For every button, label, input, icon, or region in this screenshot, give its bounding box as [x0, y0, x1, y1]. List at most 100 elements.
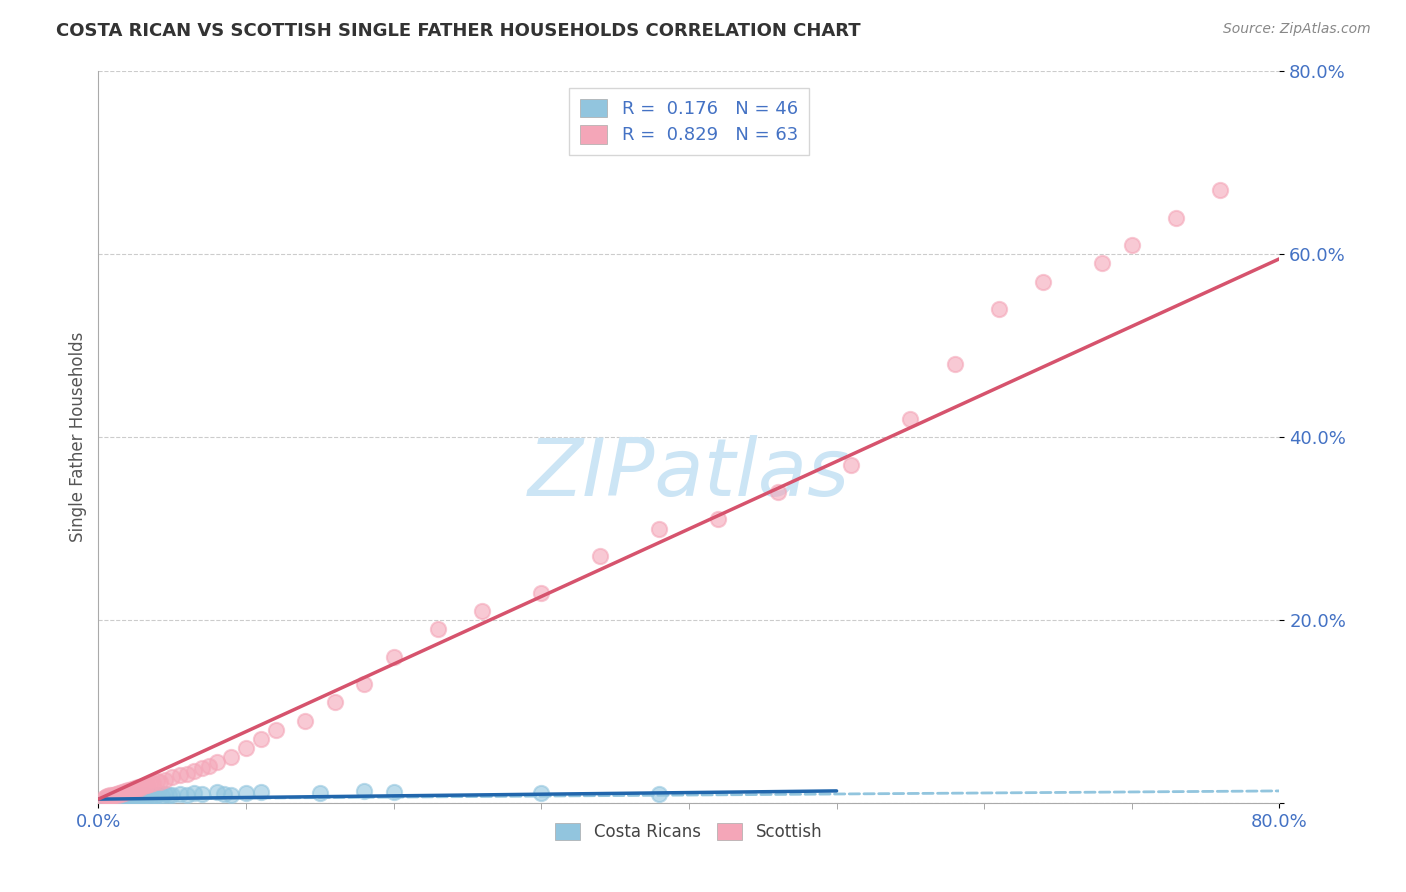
Point: [153, 772, 176, 787]
Point: [162, 789, 183, 803]
Point: [198, 759, 221, 773]
Point: [104, 791, 127, 805]
Point: [648, 787, 671, 801]
Point: [530, 786, 553, 800]
Point: [110, 787, 132, 801]
Point: [139, 790, 162, 805]
Point: [1166, 211, 1188, 225]
Point: [100, 791, 122, 805]
Point: [117, 789, 139, 804]
Point: [110, 790, 132, 805]
Point: [183, 786, 205, 800]
Point: [1209, 183, 1232, 197]
Point: [382, 785, 405, 799]
Text: Source: ZipAtlas.com: Source: ZipAtlas.com: [1223, 22, 1371, 37]
Point: [707, 512, 730, 526]
Point: [107, 790, 129, 805]
Point: [323, 695, 346, 709]
Point: [134, 789, 156, 803]
Point: [125, 782, 148, 797]
Point: [127, 780, 149, 795]
Point: [124, 781, 146, 796]
Point: [112, 789, 135, 804]
Point: [125, 790, 148, 805]
Point: [212, 787, 235, 801]
Point: [103, 790, 125, 805]
Point: [648, 521, 671, 535]
Point: [142, 775, 165, 789]
Legend: Costa Ricans, Scottish: Costa Ricans, Scottish: [547, 814, 831, 849]
Point: [114, 784, 136, 798]
Point: [121, 782, 143, 797]
Point: [143, 789, 166, 804]
Point: [169, 787, 191, 801]
Point: [97, 790, 120, 805]
Point: [98, 789, 121, 803]
Point: [427, 622, 450, 636]
Point: [157, 788, 180, 802]
Point: [128, 781, 150, 796]
Point: [250, 785, 273, 799]
Point: [183, 764, 205, 778]
Point: [530, 585, 553, 599]
Point: [105, 789, 128, 804]
Point: [353, 677, 375, 691]
Point: [943, 357, 966, 371]
Point: [221, 788, 243, 802]
Point: [108, 786, 131, 800]
Point: [115, 785, 138, 799]
Text: COSTA RICAN VS SCOTTISH SINGLE FATHER HOUSEHOLDS CORRELATION CHART: COSTA RICAN VS SCOTTISH SINGLE FATHER HO…: [56, 22, 860, 40]
Point: [111, 785, 134, 799]
Point: [97, 792, 120, 806]
Point: [114, 790, 136, 805]
Point: [309, 786, 332, 800]
Point: [1032, 275, 1054, 289]
Point: [100, 789, 122, 804]
Point: [121, 790, 143, 805]
Point: [766, 485, 789, 500]
Point: [264, 723, 287, 737]
Point: [471, 604, 494, 618]
Y-axis label: Single Father Households: Single Father Households: [69, 332, 87, 542]
Point: [118, 790, 141, 805]
Point: [1121, 238, 1143, 252]
Point: [117, 783, 139, 797]
Point: [162, 770, 183, 784]
Point: [149, 774, 172, 789]
Point: [250, 731, 273, 746]
Point: [111, 791, 134, 805]
Point: [294, 714, 316, 728]
Point: [93, 791, 115, 805]
Point: [112, 786, 135, 800]
Point: [139, 776, 162, 790]
Text: ZIPatlas: ZIPatlas: [527, 434, 851, 513]
Point: [94, 790, 117, 805]
Point: [191, 761, 214, 775]
Point: [176, 788, 198, 802]
Point: [988, 301, 1011, 317]
Point: [96, 791, 118, 805]
Point: [1091, 256, 1114, 270]
Point: [103, 788, 125, 802]
Point: [120, 789, 142, 803]
Point: [108, 791, 131, 805]
Point: [146, 789, 169, 803]
Point: [153, 787, 176, 801]
Point: [146, 773, 169, 788]
Point: [169, 768, 191, 782]
Point: [382, 649, 405, 664]
Point: [353, 784, 375, 798]
Point: [104, 789, 127, 803]
Point: [127, 789, 149, 803]
Point: [132, 780, 155, 794]
Point: [96, 789, 118, 804]
Point: [105, 787, 128, 801]
Point: [841, 458, 863, 472]
Point: [191, 787, 214, 801]
Point: [128, 789, 150, 804]
Point: [124, 789, 146, 804]
Point: [221, 750, 243, 764]
Point: [94, 792, 117, 806]
Point: [235, 740, 257, 755]
Point: [589, 549, 612, 563]
